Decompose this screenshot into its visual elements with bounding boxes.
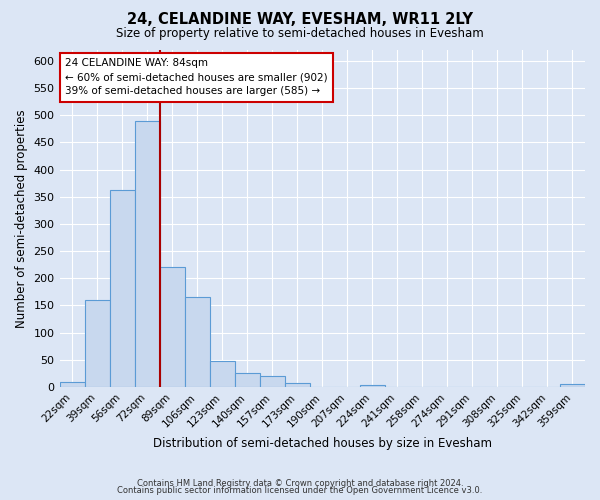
Bar [134,120,160,387]
Bar [235,374,260,387]
X-axis label: Distribution of semi-detached houses by size in Evesham: Distribution of semi-detached houses by … [153,437,492,450]
Y-axis label: Number of semi-detached properties: Number of semi-detached properties [15,109,28,328]
Bar [85,300,110,387]
Bar [160,268,185,387]
Text: 24 CELANDINE WAY: 84sqm
← 60% of semi-detached houses are smaller (902)
39% of s: 24 CELANDINE WAY: 84sqm ← 60% of semi-de… [65,58,328,96]
Bar [360,386,385,387]
Bar [260,376,285,387]
Text: Contains public sector information licensed under the Open Government Licence v3: Contains public sector information licen… [118,486,482,495]
Text: Contains HM Land Registry data © Crown copyright and database right 2024.: Contains HM Land Registry data © Crown c… [137,478,463,488]
Text: Size of property relative to semi-detached houses in Evesham: Size of property relative to semi-detach… [116,28,484,40]
Bar [185,298,209,387]
Bar [59,382,85,387]
Text: 24, CELANDINE WAY, EVESHAM, WR11 2LY: 24, CELANDINE WAY, EVESHAM, WR11 2LY [127,12,473,28]
Bar [560,384,585,387]
Bar [110,190,134,387]
Bar [209,362,235,387]
Bar [285,383,310,387]
